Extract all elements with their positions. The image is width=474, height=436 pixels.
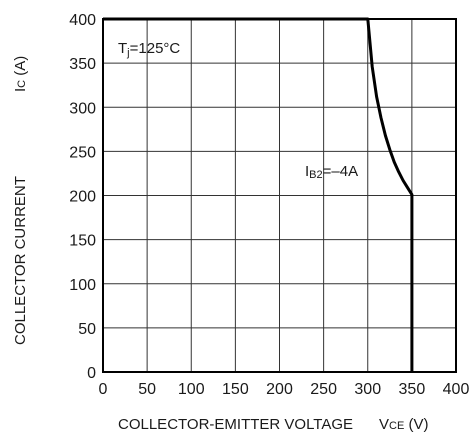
y-tick-label: 200: [69, 189, 96, 206]
x-axis-symbol-sub: CE: [389, 420, 404, 432]
x-tick-label: 50: [138, 381, 156, 398]
x-tick-label: 0: [99, 381, 108, 398]
y-tick-label: 300: [69, 100, 96, 117]
soa-boundary-curve: [103, 17, 414, 372]
y-axis-symbol: I: [12, 88, 29, 92]
y-tick-label: 250: [69, 144, 96, 161]
x-tick-label: 150: [222, 381, 249, 398]
plot-frame: [102, 18, 457, 373]
x-axis-title: COLLECTOR-EMITTER VOLTAGE VCE (V): [118, 416, 428, 433]
x-axis-symbol: V: [379, 416, 389, 433]
curve-label-value: =–4A: [323, 163, 358, 180]
temperature-annotation-sub: j: [126, 47, 129, 59]
x-tick-label: 350: [399, 381, 426, 398]
y-tick-label: 0: [87, 365, 96, 382]
x-tick-label: 300: [354, 381, 381, 398]
y-tick-label: 400: [69, 12, 96, 29]
y-tick-label: 350: [69, 56, 96, 73]
x-tick-label: 200: [266, 381, 293, 398]
y-tick-labels: 0 50 100 150 200 250 300 350 400: [69, 12, 96, 382]
y-axis-symbol-sub: C: [16, 80, 28, 88]
temperature-annotation: Tj=125°C: [118, 40, 180, 59]
x-tick-label: 100: [178, 381, 205, 398]
x-tick-label: 250: [310, 381, 337, 398]
y-axis-title: COLLECTOR CURRENT IC (A): [12, 56, 29, 345]
curve-label-prefix: I: [305, 163, 309, 180]
x-tick-labels: 0 50 100 150 200 250 300 350 400: [99, 381, 470, 398]
curve-label: IB2=–4A: [305, 163, 358, 181]
curve-label-sub: B2: [309, 169, 322, 181]
y-tick-label: 50: [78, 321, 96, 338]
y-axis-unit: (A): [12, 56, 29, 80]
x-axis-title-text: COLLECTOR-EMITTER VOLTAGE: [118, 416, 353, 433]
x-axis-unit: (V): [404, 416, 428, 433]
y-tick-label: 100: [69, 277, 96, 294]
temperature-annotation-prefix: T: [118, 40, 127, 57]
y-tick-label: 150: [69, 233, 96, 250]
temperature-annotation-value: =125°C: [130, 40, 181, 57]
y-axis-title-text: COLLECTOR CURRENT: [12, 176, 29, 345]
grid-lines: [102, 18, 457, 373]
x-tick-label: 400: [443, 381, 470, 398]
